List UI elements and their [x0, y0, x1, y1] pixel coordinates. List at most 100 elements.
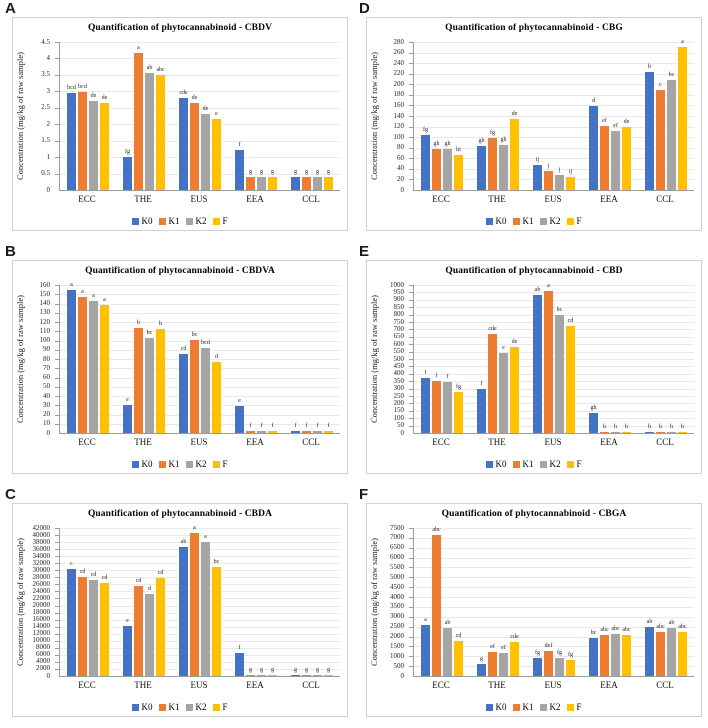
gridline: [414, 403, 694, 404]
y-tick-label: 0: [400, 185, 405, 194]
gridline: [60, 620, 340, 621]
bar-significance-label: g: [260, 169, 263, 175]
bar-slot-K2-EUS: bc: [555, 285, 564, 433]
bar-significance-label: h: [625, 424, 628, 430]
legend-swatch-K0: [132, 460, 140, 468]
bar-K0-EEA: [235, 150, 244, 190]
bar-K0-ECC: [421, 378, 430, 433]
bar-group-THE: e b bc b: [123, 285, 165, 433]
y-tick-label: 60: [397, 153, 404, 162]
bar-K0-CCL: [291, 177, 300, 190]
y-tick-label: 3: [46, 86, 51, 95]
bar-significance-label: f: [249, 423, 252, 429]
bar-significance-label: bc: [556, 307, 563, 313]
gridline: [60, 42, 340, 43]
bar-F-CCL: [324, 431, 333, 433]
bar-significance-label: ab: [180, 539, 187, 545]
y-tick-label: 500: [393, 661, 405, 670]
bar-K1-ECC: [78, 577, 87, 676]
bar-K0-EEA: [235, 653, 244, 676]
bar-slot-K1-EEA: ef: [600, 42, 609, 190]
bar-group-ECC: fg gh gh hi: [421, 42, 463, 190]
y-tick-mark: [55, 535, 59, 536]
y-tick-label: 950: [393, 287, 405, 296]
bar-significance-label: cde: [179, 90, 188, 96]
bar-significance-label: cd: [455, 633, 462, 639]
legend-swatch-K2: [186, 703, 194, 711]
gridline: [414, 84, 694, 85]
bar-significance-label: cd: [135, 578, 142, 584]
bar-significance-label: ef: [490, 644, 495, 650]
bar-significance-label: f: [238, 645, 241, 651]
bar-slot-F-EEA: f: [268, 285, 277, 433]
y-tick-label: 90: [43, 345, 50, 354]
bar-slot-K2-CCL: g: [313, 42, 322, 190]
gridline: [60, 396, 340, 397]
gridline: [414, 607, 694, 608]
legend-item-K0: K0: [132, 459, 152, 469]
bar-significance-label: h: [648, 424, 651, 430]
bar-group-ECC: c cd cd cd: [67, 528, 109, 676]
bar-significance-label: abc: [678, 624, 687, 630]
y-tick-mark: [55, 359, 59, 360]
legend-swatch-K0: [486, 460, 494, 468]
legend-label-K1: K1: [522, 216, 534, 226]
bar-K2-ECC: [443, 382, 452, 433]
bar-group-EEA: f g g g: [235, 528, 277, 676]
bar-significance-label: h: [670, 424, 673, 430]
bar-group-ECC: f f f fg: [421, 285, 463, 433]
y-tick-mark: [55, 556, 59, 557]
bar-K1-CCL: [302, 431, 311, 433]
y-tick-label: 4.5: [41, 37, 50, 46]
bar-K1-EUS: [544, 651, 553, 676]
bar-F-CCL: [678, 47, 687, 190]
bar-significance-label: d: [592, 98, 595, 104]
bar-group-EUS: fg def fg fg: [533, 528, 575, 676]
y-tick-mark: [409, 53, 413, 54]
bar-group-EEA: e f f f: [235, 285, 277, 433]
y-tick-mark: [409, 381, 413, 382]
bar-K0-CCL: [291, 431, 300, 433]
bar-slot-K0-EEA: e: [235, 285, 244, 433]
y-tick-mark: [409, 528, 413, 529]
bar-K2-EUS: [201, 114, 210, 190]
bar-slot-K1-EEA: g: [246, 528, 255, 676]
bar-significance-label: ab: [646, 619, 653, 625]
y-tick-mark: [55, 91, 59, 92]
bar-K1-EEA: [246, 431, 255, 433]
y-tick-label: 80: [397, 143, 404, 152]
x-category-label-CCL: CCL: [656, 437, 674, 447]
bar-group-EUS: ij j j ij: [533, 42, 575, 190]
bar-slot-K2-EUS: bcd: [201, 285, 210, 433]
bar-slot-K1-CCL: g: [302, 528, 311, 676]
legend-label-K2: K2: [549, 459, 561, 469]
gridline: [60, 304, 340, 305]
bar-significance-label: def: [544, 643, 553, 649]
y-tick-mark: [409, 315, 413, 316]
bar-slot-K2-ECC: ab: [443, 528, 452, 676]
bar-significance-label: ab: [444, 620, 451, 626]
bar-significance-label: d: [215, 354, 218, 360]
bar-significance-label: g: [327, 667, 330, 673]
bar-slot-F-CCL: h: [678, 285, 687, 433]
x-category-label-THE: THE: [134, 437, 152, 447]
y-tick-mark: [409, 337, 413, 338]
bar-slot-F-THE: cd: [156, 528, 165, 676]
bar-slot-K1-ECC: abc: [432, 527, 441, 676]
bar-slot-K0-ECC: a: [67, 282, 76, 433]
bar-significance-label: de: [511, 339, 518, 345]
legend-label-F: F: [576, 459, 582, 469]
gridline: [60, 405, 340, 406]
bar-F-ECC: [454, 641, 463, 676]
bar-significance-label: f: [424, 370, 427, 376]
y-tick-mark: [55, 634, 59, 635]
gridline: [414, 528, 694, 529]
y-tick-label: 150: [39, 289, 51, 298]
y-tick-mark: [409, 577, 413, 578]
y-tick-mark: [55, 641, 59, 642]
bar-group-THE: e cd d cd: [123, 528, 165, 676]
bar-significance-label: hi: [456, 147, 461, 153]
gridline: [414, 63, 694, 64]
bar-slot-K1-EUS: def: [544, 528, 553, 676]
gridline: [60, 58, 340, 59]
